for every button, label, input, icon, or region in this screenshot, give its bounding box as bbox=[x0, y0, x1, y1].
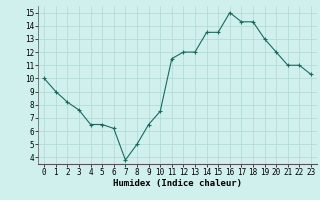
X-axis label: Humidex (Indice chaleur): Humidex (Indice chaleur) bbox=[113, 179, 242, 188]
